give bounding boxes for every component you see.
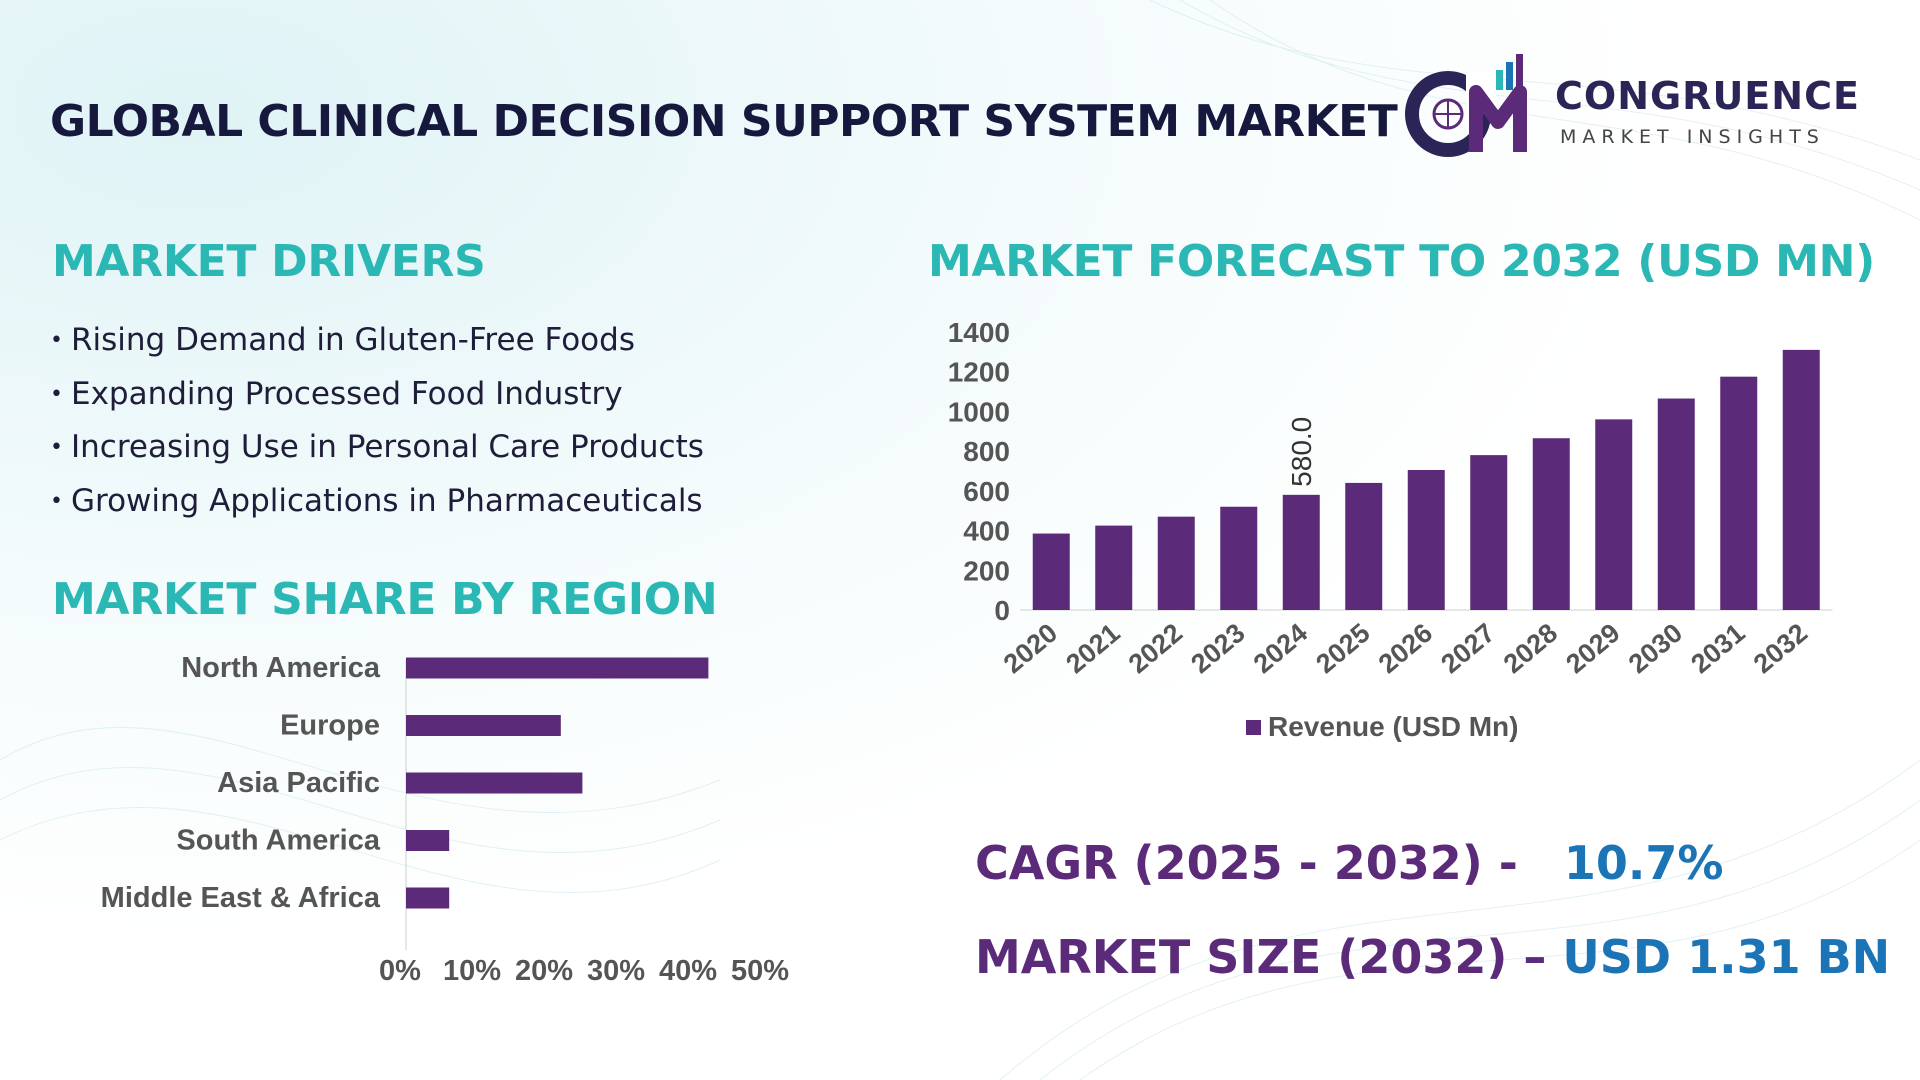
forecast-x-tick: 2029	[1560, 618, 1625, 680]
market-size-label: MARKET SIZE (2032) –	[975, 930, 1547, 984]
forecast-x-tick: 2028	[1498, 618, 1563, 680]
forecast-x-tick: 2020	[998, 618, 1063, 680]
forecast-bar	[1095, 525, 1133, 610]
forecast-bar	[1532, 438, 1570, 610]
legend-label: Revenue (USD Mn)	[1268, 711, 1518, 742]
driver-text: Rising Demand in Gluten-Free Foods	[70, 322, 635, 358]
forecast-bar	[1470, 455, 1508, 610]
market-size-stat: MARKET SIZE (2032) – USD 1.31 BN	[975, 930, 1890, 984]
region-category-label: Middle East & Africa	[101, 882, 381, 914]
logo-brand-name: CONGRUENCE	[1555, 74, 1860, 118]
forecast-y-tick: 1200	[948, 357, 1010, 388]
driver-text: Growing Applications in Pharmaceuticals	[70, 482, 703, 519]
page-title: GLOBAL CLINICAL DECISION SUPPORT SYSTEM …	[50, 96, 1398, 147]
region-category-label: Asia Pacific	[217, 767, 380, 799]
forecast-bar	[1657, 398, 1695, 610]
forecast-bar	[1595, 419, 1633, 610]
forecast-x-tick: 2031	[1685, 618, 1750, 680]
forecast-x-tick: 2023	[1185, 618, 1250, 680]
region-bar	[406, 830, 450, 851]
forecast-bar	[1220, 506, 1258, 610]
driver-item: • Expanding Processed Food Industry	[50, 375, 623, 412]
forecast-chart: 0200400600800100012001400202020212022202…	[948, 317, 1833, 742]
forecast-y-tick: 800	[963, 436, 1010, 467]
forecast-bar	[1407, 470, 1445, 610]
forecast-bar	[1157, 516, 1195, 610]
market-size-value: USD 1.31 BN	[1562, 930, 1891, 984]
forecast-bar	[1782, 349, 1820, 610]
logo-mark-icon	[1405, 54, 1527, 157]
company-logo: CONGRUENCE MARKET INSIGHTS	[1400, 52, 1870, 162]
region-bar	[406, 715, 561, 736]
region-x-tick: 20%	[515, 955, 573, 987]
region-x-tick: 40%	[659, 955, 717, 987]
driver-text: Increasing Use in Personal Care Products	[70, 429, 704, 465]
drivers-list: • Rising Demand in Gluten-Free Foods • Exp…	[50, 322, 704, 536]
forecast-bar	[1282, 494, 1320, 610]
forecast-bar	[1032, 533, 1070, 610]
forecast-x-tick: 2021	[1060, 618, 1125, 680]
forecast-y-tick: 1400	[948, 317, 1010, 348]
legend-swatch	[1246, 720, 1261, 735]
cagr-value: 10.7%	[1563, 836, 1724, 890]
forecast-y-tick: 1000	[948, 396, 1010, 427]
driver-item: • Rising Demand in Gluten-Free Foods	[50, 322, 635, 358]
driver-item: • Increasing Use in Personal Care Product…	[50, 429, 704, 465]
region-x-tick: 10%	[443, 955, 501, 987]
region-x-tick: 50%	[731, 955, 789, 987]
forecast-title: MARKET FORECAST TO 2032 (USD MN)	[928, 236, 1875, 287]
region-x-tick: 30%	[587, 955, 645, 987]
forecast-x-tick: 2025	[1310, 618, 1375, 680]
region-share-title: MARKET SHARE BY REGION	[52, 574, 718, 625]
forecast-x-tick: 2027	[1435, 618, 1500, 680]
forecast-y-tick: 600	[963, 476, 1010, 507]
region-bar	[406, 772, 583, 794]
region-bar	[406, 657, 709, 679]
region-bar	[406, 887, 450, 909]
forecast-x-tick: 2030	[1623, 618, 1688, 680]
forecast-x-tick: 2032	[1748, 618, 1813, 680]
forecast-bar	[1345, 482, 1383, 610]
market-drivers-title: MARKET DRIVERS	[52, 236, 486, 287]
cagr-label: CAGR (2025 - 2032) -	[975, 836, 1518, 890]
region-share-chart: North America Europe Asia Pacific South Ame…	[101, 652, 790, 987]
region-category-label: North America	[181, 652, 381, 684]
driver-item: • Growing Applications in Pharmaceuticals	[50, 482, 703, 519]
forecast-x-tick: 2022	[1123, 618, 1188, 680]
forecast-y-tick: 200	[963, 555, 1010, 586]
forecast-data-label: 580.0	[1286, 417, 1317, 487]
region-category-label: South America	[176, 825, 380, 857]
forecast-x-tick: 2026	[1373, 618, 1438, 680]
region-category-label: Europe	[280, 710, 380, 742]
driver-text: Expanding Processed Food Industry	[70, 375, 623, 412]
logo-tagline: MARKET INSIGHTS	[1560, 126, 1825, 148]
forecast-y-tick: 400	[963, 516, 1010, 547]
region-x-tick: 0%	[379, 955, 421, 987]
forecast-bar	[1720, 376, 1758, 610]
forecast-x-tick: 2024	[1248, 618, 1313, 680]
cagr-stat: CAGR (2025 - 2032) - 10.7%	[975, 836, 1724, 890]
forecast-y-tick: 0	[994, 595, 1010, 626]
